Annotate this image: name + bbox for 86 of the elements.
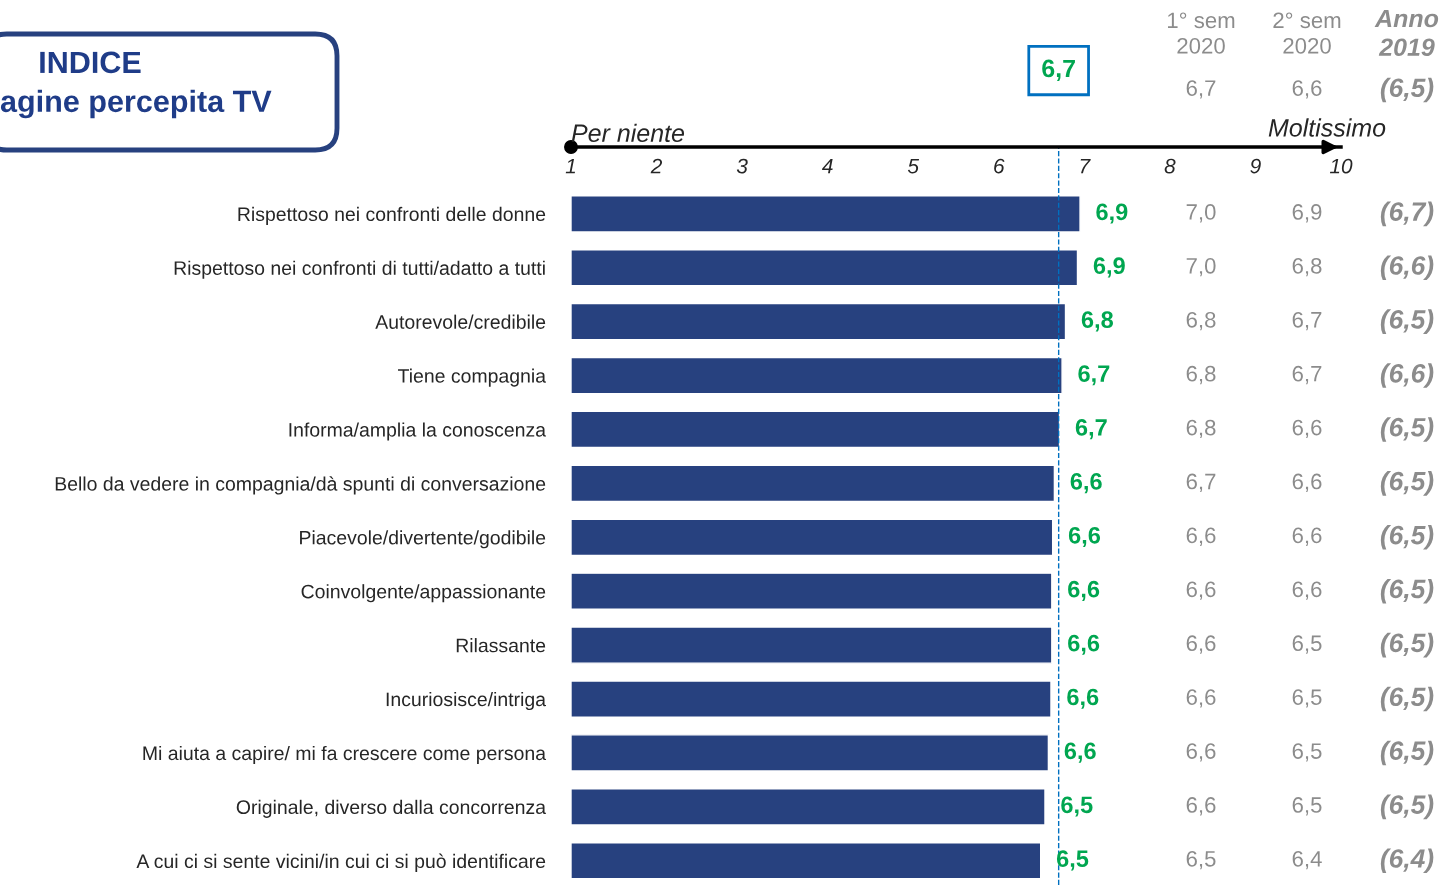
data-label: 6,6 bbox=[1068, 580, 1100, 601]
data-label: 6,9 bbox=[1093, 257, 1125, 278]
annotation: 6,7 bbox=[1292, 311, 1322, 331]
y-tick-label: Rilassante bbox=[456, 638, 546, 653]
text: (6,5) bbox=[1380, 740, 1434, 766]
text: Per niente bbox=[571, 123, 685, 143]
text: (6,6) bbox=[1380, 255, 1434, 281]
text: Anno 2019 bbox=[1374, 9, 1439, 57]
text: (6,7) bbox=[1380, 201, 1434, 227]
y-tick-label: Incuriosisce/intriga bbox=[386, 691, 547, 711]
x-tick-label: 4 bbox=[822, 158, 833, 174]
y-tick-label: Mi aiuta a capire/ mi fa crescere come persona bbox=[143, 745, 547, 765]
y-tick-label: Originale, diverso dalla concorrenza bbox=[236, 799, 547, 818]
text: 2° sem 2020 bbox=[1273, 12, 1341, 54]
annotation: 6,7 bbox=[1186, 473, 1216, 492]
annotation: 6,8 bbox=[1186, 311, 1216, 331]
data-label: 6,5 bbox=[1056, 850, 1089, 871]
text: (6,4) bbox=[1380, 848, 1434, 874]
annotation: 7,0 bbox=[1186, 257, 1216, 277]
text: 6,6 bbox=[1292, 80, 1322, 99]
data-label: 6,6 bbox=[1070, 473, 1102, 494]
text: 1° sem 2020 bbox=[1168, 12, 1235, 54]
text: 6,7 bbox=[1186, 80, 1216, 99]
text: (6,5) bbox=[1380, 471, 1434, 496]
annotation: 6,5 bbox=[1292, 689, 1322, 708]
annotation: 6,6 bbox=[1292, 581, 1322, 600]
annotation: 6,6 bbox=[1186, 743, 1216, 762]
x-tick-label: 1 bbox=[565, 158, 576, 174]
text: (6,5) bbox=[1380, 578, 1434, 604]
annotation: 6,5 bbox=[1292, 743, 1322, 762]
y-tick-label: Informa/amplia la conoscenza bbox=[289, 422, 547, 441]
annotation: 6,5 bbox=[1292, 797, 1322, 816]
text: Moltissimo bbox=[1268, 118, 1386, 137]
y-tick-label: Coinvolgente/appassionante bbox=[301, 584, 546, 603]
text: (6,5) bbox=[1380, 77, 1434, 103]
x-tick-label: 10 bbox=[1329, 158, 1353, 174]
data-label: 6,8 bbox=[1081, 311, 1114, 332]
text: (6,5) bbox=[1380, 632, 1434, 658]
annotation: 6,8 bbox=[1186, 419, 1216, 439]
y-tick-label: Rispettoso nei confronti delle donne bbox=[238, 206, 546, 225]
annotation: 6,9 bbox=[1292, 204, 1322, 223]
y-tick-label: Rispettoso nei confronti di tutti/adatto a tutti bbox=[174, 260, 545, 279]
text: (6,5) bbox=[1380, 794, 1434, 820]
text: agine percepita TV bbox=[0, 89, 272, 119]
annotation: 6,6 bbox=[1292, 473, 1322, 492]
y-tick-label: A cui ci si sente vicini/in cui ci si può identificare bbox=[136, 853, 546, 872]
x-tick-label: 5 bbox=[907, 158, 920, 174]
text: (6,5) bbox=[1380, 417, 1434, 442]
annotation: 6,6 bbox=[1186, 797, 1216, 816]
y-tick-label: Piacevole/divertente/godibile bbox=[300, 530, 546, 549]
data-label: 6,6 bbox=[1064, 742, 1096, 763]
x-tick-label: 8 bbox=[1164, 158, 1176, 174]
annotation: 6,5 bbox=[1186, 850, 1216, 870]
x-tick-label: 9 bbox=[1250, 158, 1261, 174]
data-label: 6,7 bbox=[1075, 419, 1107, 440]
annotation: 6,6 bbox=[1186, 527, 1216, 546]
annotation: 6,8 bbox=[1292, 257, 1322, 277]
x-tick-label: 3 bbox=[736, 158, 748, 174]
annotation: 6,6 bbox=[1292, 527, 1322, 546]
ref-line-label: 6,7 bbox=[1042, 59, 1075, 81]
data-label: 6,9 bbox=[1096, 203, 1128, 224]
annotation: 6,6 bbox=[1292, 419, 1322, 439]
data-label: 6,7 bbox=[1078, 365, 1110, 386]
annotation: 6,8 bbox=[1186, 365, 1216, 385]
data-label: 6,6 bbox=[1068, 634, 1100, 655]
annotation: 6,7 bbox=[1292, 365, 1322, 385]
text: (6,5) bbox=[1380, 309, 1434, 334]
text: INDICE bbox=[40, 51, 141, 74]
x-tick-label: 7 bbox=[1080, 158, 1091, 174]
annotation: 6,6 bbox=[1186, 689, 1216, 708]
x-tick-label: 2 bbox=[650, 158, 663, 174]
text: (6,6) bbox=[1380, 363, 1434, 388]
data-label: 6,6 bbox=[1068, 526, 1101, 548]
annotation: 6,6 bbox=[1186, 635, 1216, 654]
annotation: 6,5 bbox=[1292, 635, 1322, 654]
text: (6,5) bbox=[1380, 686, 1434, 712]
y-tick-label: Bello da vedere in compagnia/dà spunti di conversazione bbox=[55, 476, 546, 495]
annotation: 6,6 bbox=[1186, 581, 1216, 600]
annotation: 6,4 bbox=[1292, 850, 1322, 870]
x-tick-label: 6 bbox=[994, 158, 1005, 174]
y-tick-label: Autorevole/credibile bbox=[375, 314, 546, 329]
text: (6,5) bbox=[1380, 524, 1434, 550]
data-label: 6,5 bbox=[1061, 796, 1093, 817]
data-label: 6,6 bbox=[1067, 688, 1099, 709]
annotation: 7,0 bbox=[1186, 204, 1216, 223]
y-tick-label: Tiene compagnia bbox=[398, 368, 547, 387]
